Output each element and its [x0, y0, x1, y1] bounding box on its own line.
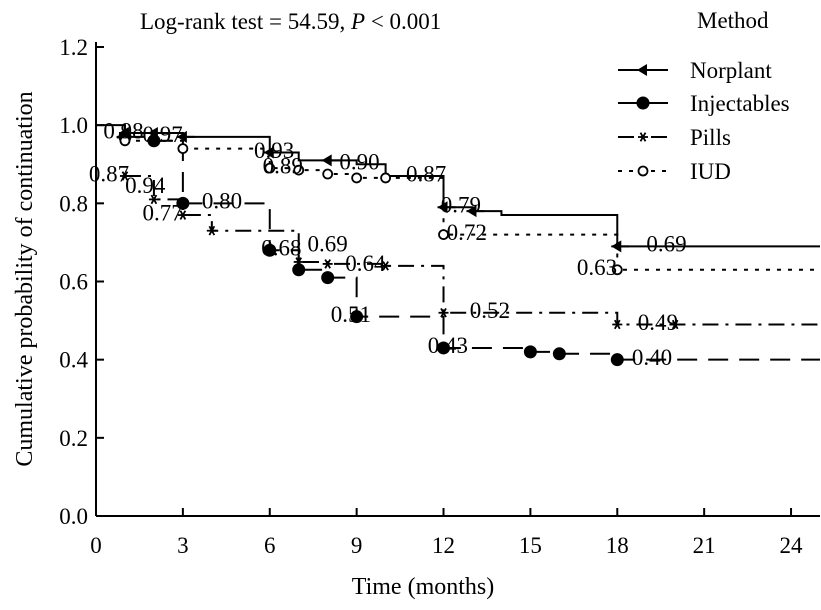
- series-iud: [119, 135, 820, 276]
- data-label: 0.69: [646, 232, 686, 257]
- point-pills: [438, 307, 449, 318]
- data-label: 0.69: [308, 232, 348, 257]
- legend-item-norplant: Norplant: [618, 58, 772, 83]
- legend: Norplant Injectables Pills IUD: [618, 58, 790, 184]
- data-label: 0.77: [142, 200, 182, 225]
- point-injectables: [147, 134, 161, 148]
- point-iud: [380, 172, 392, 184]
- point-pills: [293, 257, 304, 267]
- point-pills: [380, 261, 391, 271]
- legend-swatch-marker: [638, 132, 648, 142]
- point-pills: [119, 171, 130, 181]
- legend-label: IUD: [690, 159, 731, 184]
- y-tick-label: 0.0: [59, 504, 88, 529]
- data-label: 0.87: [89, 161, 129, 186]
- series-pills: [119, 171, 820, 330]
- y-tick-label: 1.0: [59, 113, 88, 138]
- x-tick-label: 21: [693, 533, 716, 558]
- y-tick-label: 1.2: [59, 35, 88, 60]
- point-injectables: [523, 345, 537, 359]
- y-tick-label: 0.2: [59, 426, 88, 451]
- point-iud: [438, 229, 449, 241]
- data-label: 0.52: [470, 298, 510, 323]
- data-label: 0.90: [339, 150, 379, 175]
- data-label: 0.94: [125, 173, 166, 198]
- legend-item-injectables: Injectables: [618, 91, 790, 116]
- point-pills: [177, 210, 188, 220]
- y-tick-label: 0.8: [59, 191, 88, 216]
- point-iud: [264, 162, 276, 174]
- point-pills: [206, 225, 217, 236]
- y-axis-title: Cumulative probability of continuation: [12, 91, 38, 466]
- point-iud: [611, 264, 623, 276]
- data-label: 0.49: [638, 310, 678, 335]
- point-iud: [322, 168, 334, 180]
- data-label: 0.51: [331, 302, 371, 327]
- legend-label: Pills: [690, 125, 731, 150]
- data-label: 0.98: [103, 118, 143, 143]
- data-label: 0.43: [428, 333, 468, 358]
- point-pills: [322, 259, 333, 269]
- series-line-pills: [124, 174, 820, 326]
- legend-item-iud: IUD: [618, 159, 731, 184]
- series-line-iud: [124, 139, 820, 271]
- point-injectables: [552, 347, 566, 361]
- data-label: 0.64: [345, 251, 386, 276]
- log-rank-annotation: Log-rank test = 54.59, P < 0.001: [140, 9, 441, 34]
- data-label: 0.63: [577, 255, 617, 280]
- point-injectables: [321, 271, 335, 285]
- point-norplant: [466, 205, 485, 218]
- data-label: 0.87: [406, 161, 446, 186]
- series-line-norplant: [96, 124, 820, 248]
- data-label: 0.40: [632, 345, 672, 370]
- point-norplant: [611, 240, 630, 253]
- legend-swatch-marker: [636, 96, 650, 110]
- point-norplant: [321, 154, 340, 167]
- x-tick-label: 9: [351, 533, 363, 558]
- y-tick-label: 0.4: [59, 348, 88, 373]
- data-label: 0.79: [441, 193, 481, 218]
- x-tick-label: 3: [177, 533, 189, 558]
- point-iud: [351, 172, 363, 184]
- data-label: 0.80: [202, 189, 242, 214]
- series-layer: [96, 124, 820, 367]
- x-axis-title: Time (months): [352, 574, 494, 600]
- x-tick-label: 24: [780, 533, 804, 558]
- legend-swatch-marker: [637, 64, 655, 76]
- point-injectables: [437, 341, 451, 355]
- data-label: 0.89: [263, 153, 303, 178]
- point-injectables: [292, 263, 306, 277]
- x-tick-label: 15: [519, 533, 542, 558]
- point-pills: [670, 319, 681, 330]
- legend-label: Norplant: [690, 58, 772, 83]
- x-tick-label: 18: [606, 533, 629, 558]
- point-injectables: [350, 310, 364, 324]
- data-label: 0.68: [261, 236, 301, 261]
- data-label: 0.97: [142, 122, 182, 147]
- x-tick-label: 12: [432, 533, 455, 558]
- y-tick-label: 0.6: [59, 270, 88, 295]
- data-label: 0.72: [447, 220, 487, 245]
- x-tick-label: 6: [264, 533, 276, 558]
- x-tick-label: 0: [90, 533, 102, 558]
- point-iud: [177, 143, 189, 155]
- legend-item-pills: Pills: [618, 125, 731, 150]
- point-norplant: [176, 130, 195, 143]
- point-injectables: [610, 353, 624, 367]
- point-injectables: [263, 243, 277, 257]
- legend-title: Method: [697, 8, 769, 33]
- point-iud: [293, 164, 305, 176]
- point-pills: [148, 194, 159, 205]
- point-iud: [119, 135, 131, 147]
- legend-label: Injectables: [690, 91, 790, 116]
- data-labels: 0.980.970.93 0.900.940.870.800.890.770.69…: [89, 118, 687, 370]
- point-pills: [612, 319, 623, 330]
- data-label: 0.93: [254, 138, 294, 163]
- legend-swatch-marker: [637, 165, 649, 177]
